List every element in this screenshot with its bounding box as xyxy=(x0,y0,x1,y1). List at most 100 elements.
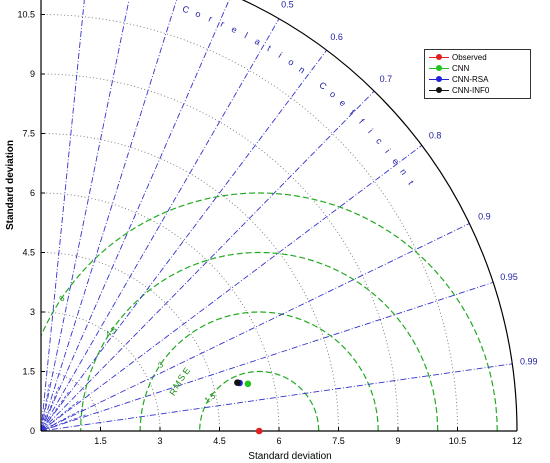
rmse-arcs xyxy=(40,192,498,431)
correlation-line xyxy=(40,145,423,432)
rmse-arc xyxy=(199,370,320,431)
correlation-title-letter: o xyxy=(286,57,296,68)
correlation-line xyxy=(40,18,280,432)
rmse-arc xyxy=(80,251,439,431)
correlation-title-letter: i xyxy=(366,127,375,135)
correlation-line xyxy=(40,281,494,432)
correlation-title-letter: r xyxy=(219,19,226,29)
y-tick-label: 7.5 xyxy=(22,129,35,139)
x-tick-label: 3 xyxy=(157,436,162,446)
correlation-title-letter: i xyxy=(277,50,284,60)
y-tick-label: 4.5 xyxy=(22,248,35,258)
correlation-line xyxy=(40,49,327,432)
correlation-line xyxy=(40,223,470,432)
legend-label: CNN-RSA xyxy=(452,75,489,84)
correlation-line xyxy=(40,414,86,432)
data-point-observed xyxy=(255,427,263,435)
correlation-tick-label: 0.7 xyxy=(380,74,393,84)
rmse-title-letter: M xyxy=(171,379,183,391)
correlation-title-letter: e xyxy=(230,24,239,35)
legend-label: Observed xyxy=(452,53,487,62)
correlation-line xyxy=(40,384,50,432)
correlation-tick-labels: 0.10.20.30.40.50.60.70.80.90.950.99 xyxy=(281,0,538,367)
correlation-title-letter: e xyxy=(390,156,401,166)
correlation-title-letter: t xyxy=(406,179,416,187)
correlation-title-letter: c xyxy=(374,136,385,146)
legend-item-observed: Observed xyxy=(429,52,526,63)
correlation-tick-label: 0.99 xyxy=(520,357,538,367)
std-grid-arc xyxy=(40,192,280,432)
correlation-line xyxy=(40,0,85,432)
rmse-title-letter: S xyxy=(176,372,188,383)
data-point-cnn-inf0 xyxy=(234,379,241,386)
std-grid-arc xyxy=(40,311,161,432)
correlation-title-letter: l xyxy=(243,30,249,40)
y-tick-label: 6 xyxy=(30,188,35,198)
correlation-line xyxy=(40,0,130,432)
std-grid-arc xyxy=(40,133,339,432)
rmse-tick-label: 1.5 xyxy=(203,391,218,405)
correlation-line xyxy=(40,386,60,432)
correlation-title-letter: o xyxy=(194,8,202,19)
y-tick-label: 9 xyxy=(30,69,35,79)
legend-label: CNN xyxy=(452,64,470,73)
std-grid-arcs xyxy=(40,14,458,432)
y-tick-label: 10.5 xyxy=(17,10,35,20)
correlation-lines xyxy=(40,0,513,432)
legend-label: CNN-INF0 xyxy=(452,86,490,95)
correlation-title-letter: n xyxy=(398,167,409,177)
x-tick-labels: 1.5 3 4.5 6 7.5 9 10.5 12 xyxy=(94,436,522,446)
x-tick-label: 1.5 xyxy=(94,436,107,446)
data-points xyxy=(234,379,263,435)
correlation-tick-label: 0.5 xyxy=(281,0,294,9)
y-tick-label: 0 xyxy=(30,426,35,436)
correlation-title-letter: a xyxy=(253,36,262,47)
std-grid-arc xyxy=(40,73,399,432)
legend-item-cnn-rsa: CNN-RSA xyxy=(429,74,526,85)
x-axis-label: Standard deviation xyxy=(248,451,331,462)
correlation-title-letter: C xyxy=(181,4,191,16)
correlation-line xyxy=(40,401,79,432)
rmse-tick-label: 3 xyxy=(156,360,165,370)
correlation-tick-label: 0.9 xyxy=(478,211,491,221)
correlation-line xyxy=(40,408,84,432)
rmse-title-letter: E xyxy=(181,366,193,377)
correlation-line xyxy=(40,90,375,432)
correlation-title-letter: r xyxy=(207,14,214,24)
correlation-title-letter: e xyxy=(338,98,348,109)
correlation-title-letter: o xyxy=(328,89,338,100)
y-tick-label: 3 xyxy=(30,307,35,317)
outer-arc xyxy=(241,0,518,432)
data-point-cnn xyxy=(244,380,252,388)
std-grid-arc xyxy=(40,252,220,432)
legend-item-cnn: CNN xyxy=(429,63,526,74)
correlation-line xyxy=(40,0,178,432)
rmse-tick-labels: 1.5 3 4.5 6 xyxy=(57,293,217,405)
rmse-arc xyxy=(40,192,498,431)
correlation-tick-label: 0.6 xyxy=(330,32,343,42)
x-tick-label: 4.5 xyxy=(213,436,226,446)
x-tick-label: 6 xyxy=(276,436,281,446)
correlation-line xyxy=(40,363,513,432)
rmse-tick-label: 6 xyxy=(57,293,66,303)
axes xyxy=(40,0,518,432)
correlation-title-letter: C xyxy=(317,80,329,92)
x-tick-label: 10.5 xyxy=(449,436,467,446)
correlation-tick-label: 0.8 xyxy=(429,130,442,140)
correlation-title-letter: f xyxy=(348,108,357,117)
correlation-title-letter: i xyxy=(383,147,392,155)
std-grid-arc xyxy=(40,14,458,432)
std-grid-arc xyxy=(40,371,101,432)
rmse-title-letter: R xyxy=(168,386,180,397)
rmse-tick-label: 4.5 xyxy=(104,325,119,339)
legend-item-cnn-inf0: CNN-INF0 xyxy=(429,85,526,96)
correlation-line xyxy=(40,0,230,432)
correlation-title-letter: n xyxy=(297,64,307,75)
x-tick-label: 9 xyxy=(395,436,400,446)
legend-marker xyxy=(429,85,449,96)
correlation-title-letter: f xyxy=(357,117,366,126)
